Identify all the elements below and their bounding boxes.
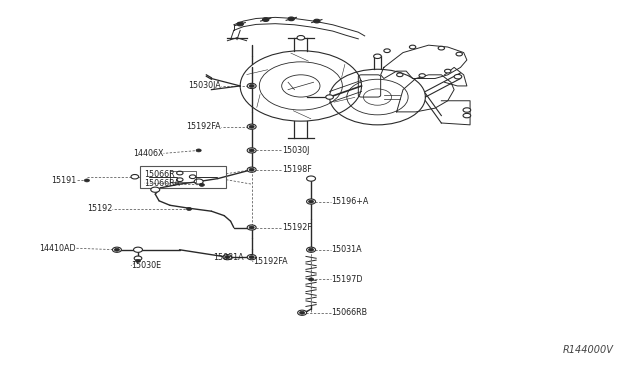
Circle shape — [326, 95, 333, 99]
Text: 15192: 15192 — [87, 205, 113, 214]
Circle shape — [151, 187, 160, 192]
Text: 15192FA: 15192FA — [186, 122, 221, 131]
Circle shape — [247, 124, 256, 129]
Bar — [170, 171, 196, 182]
Circle shape — [374, 54, 381, 58]
Circle shape — [307, 247, 316, 252]
Circle shape — [237, 22, 243, 26]
Circle shape — [113, 247, 122, 252]
Circle shape — [189, 175, 196, 179]
Circle shape — [249, 168, 254, 171]
Circle shape — [308, 248, 314, 251]
Circle shape — [115, 248, 120, 251]
Text: 15198F: 15198F — [282, 165, 312, 174]
Circle shape — [225, 256, 230, 259]
Text: 15197D: 15197D — [332, 275, 363, 284]
Text: 15031A: 15031A — [332, 245, 362, 254]
Circle shape — [262, 18, 269, 22]
Circle shape — [247, 83, 256, 89]
Circle shape — [223, 254, 232, 260]
Bar — [140, 166, 226, 188]
Circle shape — [199, 183, 204, 186]
Circle shape — [247, 225, 256, 230]
Circle shape — [84, 179, 90, 182]
Text: R144000V: R144000V — [563, 344, 614, 355]
Circle shape — [249, 256, 254, 259]
Circle shape — [298, 310, 307, 315]
Text: 15191: 15191 — [51, 176, 76, 185]
Circle shape — [247, 254, 256, 260]
Circle shape — [463, 108, 470, 112]
Circle shape — [308, 278, 314, 281]
Text: 15066RB: 15066RB — [332, 308, 367, 317]
Circle shape — [134, 247, 143, 252]
Circle shape — [249, 149, 254, 152]
Circle shape — [419, 74, 426, 77]
Text: 15192FA: 15192FA — [253, 257, 287, 266]
Text: 15192F: 15192F — [282, 223, 312, 232]
Circle shape — [397, 73, 403, 77]
Circle shape — [249, 84, 254, 87]
Text: 15030J: 15030J — [282, 146, 309, 155]
Circle shape — [249, 226, 254, 229]
Circle shape — [194, 179, 203, 184]
Circle shape — [136, 259, 141, 262]
Circle shape — [384, 49, 390, 52]
Circle shape — [131, 174, 139, 179]
Circle shape — [438, 46, 445, 50]
Circle shape — [186, 208, 191, 211]
Circle shape — [297, 36, 305, 40]
Text: 15030JA: 15030JA — [188, 81, 221, 90]
Circle shape — [308, 200, 314, 203]
Circle shape — [247, 167, 256, 172]
Circle shape — [177, 171, 183, 175]
Circle shape — [300, 311, 305, 314]
Circle shape — [456, 52, 463, 56]
Circle shape — [454, 74, 462, 79]
Text: 15196+A: 15196+A — [332, 197, 369, 206]
Circle shape — [307, 176, 316, 181]
Circle shape — [196, 149, 201, 152]
Text: 15066RA: 15066RA — [145, 179, 180, 187]
Circle shape — [307, 199, 316, 204]
Circle shape — [445, 69, 451, 73]
Text: 15066R: 15066R — [145, 170, 175, 179]
Circle shape — [288, 17, 294, 21]
Text: 14410AD: 14410AD — [40, 244, 76, 253]
Circle shape — [247, 148, 256, 153]
Text: 15031A: 15031A — [212, 253, 243, 262]
Text: 14406X: 14406X — [133, 149, 164, 158]
Circle shape — [314, 19, 320, 23]
Circle shape — [410, 45, 416, 49]
Circle shape — [134, 256, 142, 260]
Circle shape — [463, 113, 470, 118]
Circle shape — [177, 178, 183, 182]
Text: 15030E: 15030E — [131, 261, 161, 270]
Circle shape — [249, 125, 254, 128]
